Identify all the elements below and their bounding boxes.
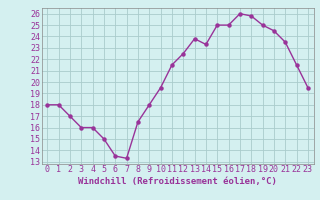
X-axis label: Windchill (Refroidissement éolien,°C): Windchill (Refroidissement éolien,°C) — [78, 177, 277, 186]
